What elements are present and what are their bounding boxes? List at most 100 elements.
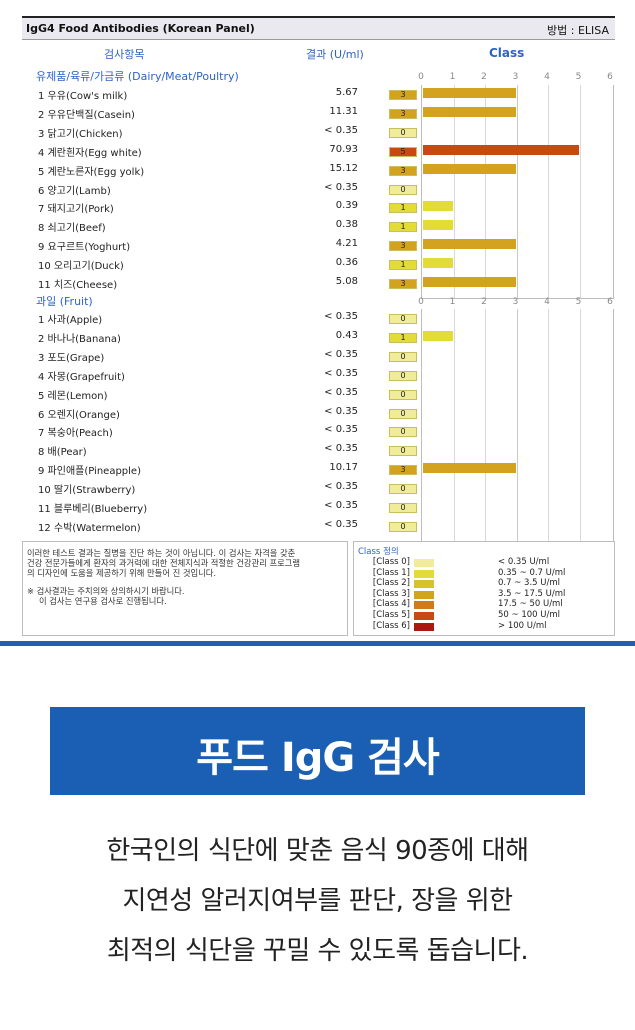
legend-swatch [414,580,434,589]
legend-range: < 0.35 U/ml [498,557,550,567]
class-badge: 0 [389,408,417,419]
food-item-name: 8 배(Pear) [38,447,87,459]
test-method: 방법 : ELISA [547,24,609,37]
food-item-name: 7 복숭아(Peach) [38,428,113,440]
class-badge: 0 [389,370,417,381]
class-bar [423,106,516,117]
gridline [485,85,486,298]
class-bar [423,330,453,341]
result-value: 15.12 [329,162,358,174]
report-title: IgG4 Food Antibodies (Korean Panel) [26,22,255,35]
legend-title: Class 정의 [358,547,399,557]
gridline [579,85,581,298]
axis-tick-label: 2 [481,297,487,307]
food-item-name: 3 닭고기(Chicken) [38,128,123,140]
food-item-name: 11 치즈(Cheese) [38,280,118,291]
igg-report: IgG4 Food Antibodies (Korean Panel) 방법 :… [0,16,635,646]
result-value: < 0.35 [324,386,358,398]
section-label: 과일 (Fruit) [36,295,93,308]
axis-tick-label: 1 [449,297,456,307]
legend-class-label: [Class 5] [372,610,410,620]
gridline [516,309,518,541]
gridline [453,309,455,541]
food-item-name: 2 우유단백질(Casein) [38,109,135,121]
class-bar [423,239,516,250]
legend-swatch [414,590,434,599]
legend-class-label: [Class 2] [372,578,410,589]
food-item-name: 8 쇠고기(Beef) [38,223,106,235]
legend-range: 0.7 ~ 3.5 U/ml [498,578,560,589]
class-badge: 0 [389,446,417,457]
result-value: 5.67 [335,87,358,98]
class-badge: 3 [389,241,417,252]
food-item-name: 10 딸기(Strawberry) [38,485,136,497]
food-item-name: 2 바나나(Banana) [38,333,121,345]
result-value: < 0.35 [324,181,358,193]
class-badge: 0 [389,503,417,513]
result-value: < 0.35 [324,124,358,136]
class-badge: 0 [389,521,417,532]
class-badge: 0 [389,127,417,138]
result-value: < 0.35 [324,367,358,379]
description-line: 지연성 알러지여부를 판단, 장을 위한 [122,886,513,916]
legend-range: 3.5 ~ 17.5 U/ml [498,588,566,599]
legend-class-label: [Class 3] [372,588,410,599]
class-bar [423,144,579,155]
note-line: 이 검사는 연구용 검사로 진행됩니다. [39,596,167,606]
section-label: 유제품/육류/가금류 (Dairy/Meat/Poultry) [36,70,239,83]
food-item-name: 4 계란흰자(Egg white) [38,147,142,159]
legend-swatch [414,612,434,620]
axis-tick-label: 5 [575,297,582,307]
promo-banner: 푸드 IgG 검사 [50,707,585,795]
food-item-name: 10 오리고기(Duck) [38,261,124,273]
result-value: < 0.35 [324,311,358,322]
class-badge: 5 [389,146,417,157]
legend-swatch [414,622,434,631]
class-badge: 3 [389,90,417,100]
legend-swatch [414,559,434,567]
axis-tick-label: 3 [512,72,519,82]
class-badge: 1 [389,260,417,271]
food-item-name: 6 오렌지(Orange) [38,409,120,421]
axis-tick-label: 6 [607,297,613,307]
class-badge: 0 [389,427,417,438]
class-grid [421,85,614,299]
food-item-name: 1 우유(Cow's milk) [38,91,128,102]
food-item-name: 7 돼지고기(Pork) [38,204,114,216]
note-line: 의 디자인에 도움을 제공하기 위해 만들어 진 것입니다. [27,568,217,578]
axis-tick-label: 4 [544,72,550,82]
result-value: 5.08 [335,276,358,287]
result-value: < 0.35 [324,481,358,493]
legend-class-label: [Class 1] [372,567,410,578]
class-badge: 3 [389,108,417,119]
gridline [453,85,455,298]
result-value: < 0.35 [324,500,358,511]
description-line: 최적의 식단을 꾸밀 수 있도록 돕습니다. [106,936,529,966]
axis-tick-label: 4 [544,297,550,307]
class-bar [423,88,516,98]
column-header-item: 검사항목 [104,48,145,61]
gridline [516,85,518,298]
legend-class-label: [Class 0] [372,557,410,567]
food-item-name: 11 블루베리(Blueberry) [38,504,148,515]
class-bar [423,277,516,287]
result-value: 11.31 [329,105,358,117]
class-bar [423,220,453,231]
food-item-name: 1 사과(Apple) [38,315,103,326]
result-value: 10.17 [329,462,358,474]
result-value: 70.93 [329,143,358,155]
note-line: 이러한 테스트 결과는 질병을 진단 하는 것이 아닙니다. 이 검사는 자격을… [27,548,296,558]
section-divider [0,641,635,646]
disclaimer-notes: 이러한 테스트 결과는 질병을 진단 하는 것이 아닙니다. 이 검사는 자격을… [22,541,348,636]
class-badge: 0 [389,389,417,400]
food-item-name: 9 요구르트(Yoghurt) [38,242,131,254]
gridline [548,309,549,541]
gridline [579,309,581,541]
column-header-result: 결과 (U/ml) [306,48,364,61]
description-line: 한국인의 식단에 맞춘 음식 90종에 대해 [106,836,529,866]
legend-swatch [414,569,434,578]
gridline [485,309,486,541]
axis-tick-label: 0 [418,72,424,82]
axis-tick-label: 6 [607,72,613,82]
result-value: < 0.35 [324,348,358,360]
